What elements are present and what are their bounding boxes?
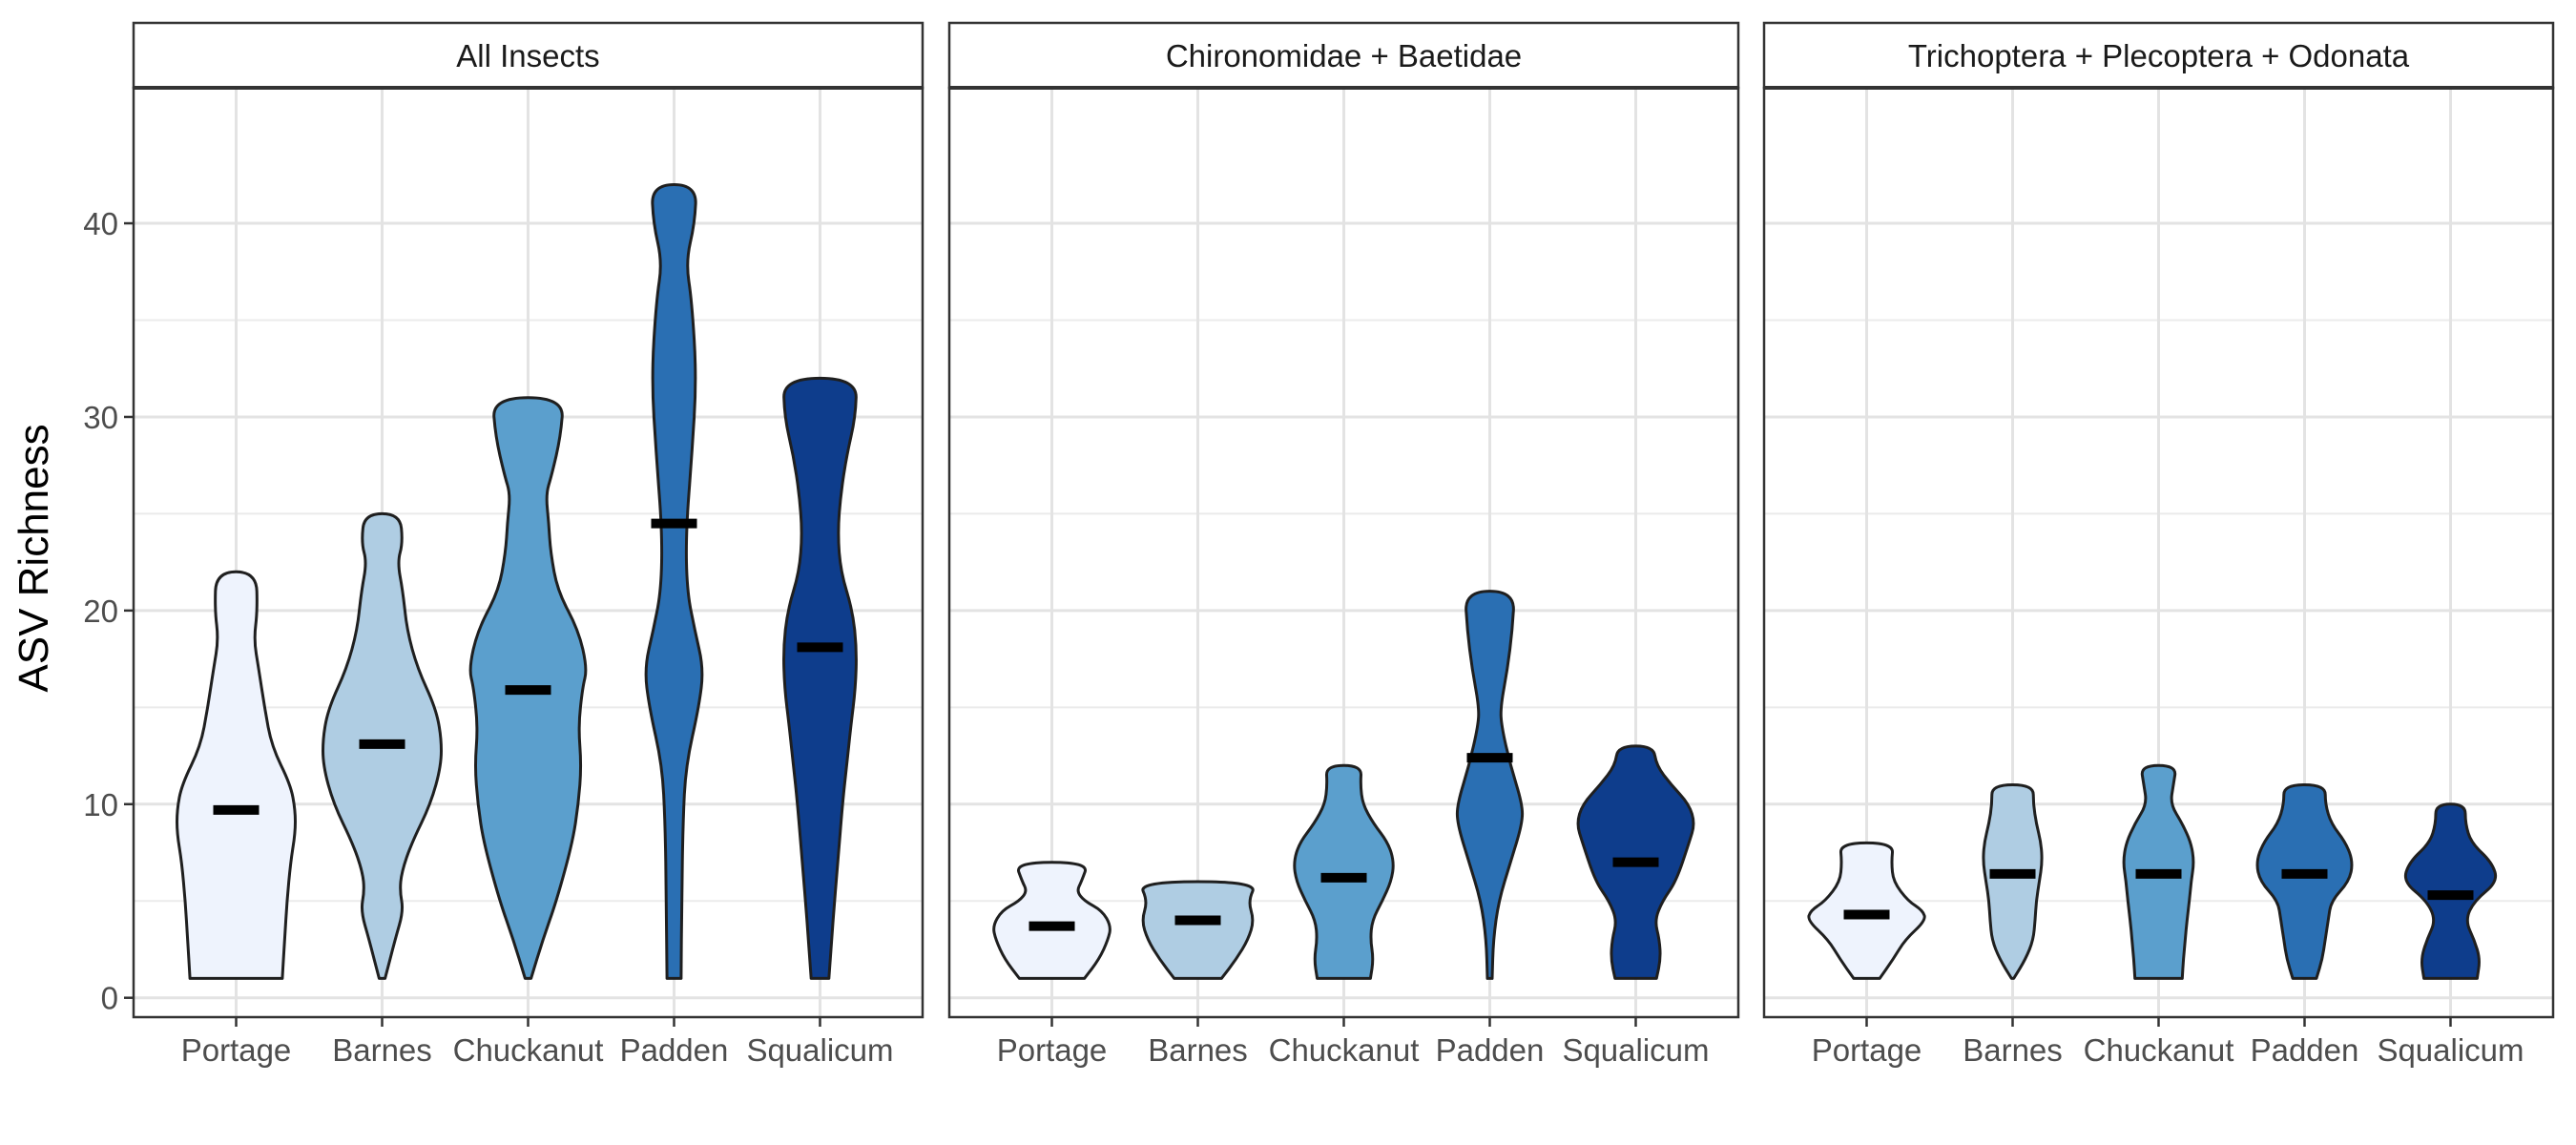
x-tick-label: Portage (181, 1032, 292, 1068)
violin-padden-trichoptera-plecoptera-odonata (2255, 783, 2354, 980)
panel-title: All Insects (456, 38, 599, 73)
y-tick-label: 30 (83, 400, 118, 435)
y-tick-label: 20 (83, 593, 118, 629)
x-tick-label: Chuckanut (453, 1032, 604, 1068)
x-tick-label: Padden (1436, 1032, 1545, 1068)
panel-strip-chironomidae-baetidae (947, 21, 1740, 90)
x-tick-label: Barnes (1148, 1032, 1248, 1068)
y-tick-label: 0 (101, 981, 118, 1016)
violin-portage-chironomidae-baetidae (992, 861, 1111, 980)
x-tick-label: Chuckanut (2084, 1032, 2234, 1068)
violin-barnes-trichoptera-plecoptera-odonata (1982, 783, 2044, 980)
panel-strip-trichoptera-plecoptera-odonata (1762, 21, 2555, 90)
violin-padden-all-insects (644, 183, 704, 980)
x-tick-label: Squalicum (2377, 1032, 2524, 1068)
x-tick-label: Barnes (332, 1032, 432, 1068)
panel-strip-all-insects (132, 21, 924, 90)
y-tick-label: 10 (83, 787, 118, 822)
violin-squalicum-all-insects (782, 376, 858, 980)
x-tick-label: Chuckanut (1269, 1032, 1420, 1068)
axes: Portage Barnes Chuckanut Padden Squalicum Por… (83, 206, 2524, 1068)
gridlines (134, 88, 2553, 1017)
x-tick-label: Squalicum (746, 1032, 893, 1068)
median-marks (213, 518, 2474, 931)
x-tick-label: Portage (1812, 1032, 1922, 1068)
x-tick-label: Barnes (1963, 1032, 2063, 1068)
x-tick-label: Portage (997, 1032, 1108, 1068)
violin-chuckanut-chironomidae-baetidae (1293, 763, 1395, 980)
violin-barnes-chironomidae-baetidae (1141, 880, 1255, 980)
panel-strips: All Insects Chironomidae + Baetidae Tricho… (132, 21, 2555, 90)
panel-title: Trichoptera + Plecoptera + Odonata (1908, 38, 2410, 73)
x-tick-label: Squalicum (1562, 1032, 1709, 1068)
panel-title: Chironomidae + Baetidae (1166, 38, 1522, 73)
violin-portage-all-insects (176, 570, 297, 980)
violin-padden-chironomidae-baetidae (1455, 590, 1525, 980)
y-axis-title: ASV Richness (10, 424, 57, 692)
y-tick-label: 40 (83, 206, 118, 241)
x-tick-label: Padden (620, 1032, 729, 1068)
x-tick-label: Padden (2251, 1032, 2359, 1068)
